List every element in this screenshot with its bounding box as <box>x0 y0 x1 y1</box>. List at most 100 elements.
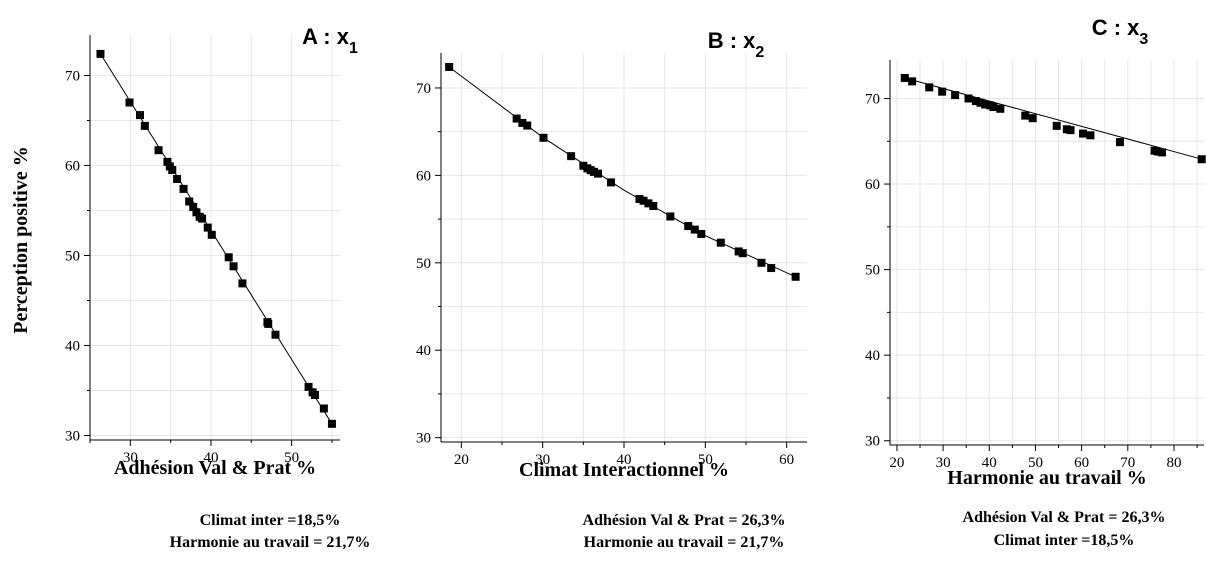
data-point <box>238 279 247 288</box>
y-tick-label: 60 <box>865 177 880 193</box>
data-point <box>1197 155 1206 164</box>
data-point <box>964 94 973 103</box>
data-point <box>606 178 615 187</box>
data-point <box>319 404 328 413</box>
x-tick-label: 70 <box>1120 455 1135 471</box>
data-point <box>666 212 675 221</box>
y-tick-label: 60 <box>416 168 431 184</box>
chart-panel-b: 20 30 40 50 60 30 40 50 60 70 B : x2 Climat Interac… <box>416 28 807 551</box>
x-tick-label: 30 <box>936 455 951 471</box>
y-tick-label: 50 <box>65 249 80 265</box>
fixed-variable-note: Adhésion Val & Prat = 26,3% <box>963 509 1166 526</box>
chart-panel-a: 30 40 50 30 40 50 60 70 A : x1 Adhésion Val & Pra… <box>65 24 370 551</box>
x-tick-label: 30 <box>123 450 138 466</box>
data-point <box>311 391 319 399</box>
data-point <box>185 197 194 206</box>
y-tick-label: 70 <box>416 81 431 97</box>
data-point <box>229 262 238 271</box>
y-tick-label: 50 <box>865 263 880 279</box>
fixed-variable-note: Adhésion Val & Prat = 26,3% <box>583 512 786 529</box>
data-point <box>639 196 648 205</box>
data-point <box>192 208 201 217</box>
data-point <box>1052 121 1061 130</box>
data-point <box>271 330 280 339</box>
data-point <box>1153 147 1162 156</box>
data-point <box>445 62 454 71</box>
panel-title-subscript: 2 <box>755 44 764 61</box>
data-point <box>976 98 985 107</box>
data-point <box>173 175 182 183</box>
data-point <box>589 167 598 176</box>
data-point <box>179 184 188 193</box>
data-point <box>567 152 576 161</box>
x-tick-label: 40 <box>617 452 632 468</box>
data-point <box>951 91 960 100</box>
data-point <box>1066 126 1075 135</box>
data-point <box>203 223 212 232</box>
data-point <box>154 146 163 155</box>
data-point <box>579 161 588 170</box>
panel-title: C : x3 <box>1092 15 1149 48</box>
data-point <box>900 73 909 82</box>
data-point <box>690 225 699 234</box>
data-point <box>757 258 766 267</box>
x-tick-label: 80 <box>1166 455 1181 471</box>
y-tick-label: 40 <box>865 348 880 364</box>
y-tick-label: 70 <box>65 69 80 85</box>
data-point <box>327 419 336 428</box>
y-tick-label: 30 <box>65 429 80 445</box>
data-point <box>635 194 644 203</box>
panel-title-subscript: 1 <box>349 40 358 57</box>
fixed-variable-note: Climat inter =18,5% <box>994 532 1135 549</box>
y-axis-label: Perception positive % <box>10 146 32 333</box>
data-point <box>1021 111 1030 120</box>
data-point <box>512 114 521 123</box>
data-point <box>207 230 216 239</box>
x-axis-label: Climat Interactionnel % <box>519 459 729 481</box>
data-point <box>716 238 725 247</box>
data-point <box>996 104 1005 113</box>
data-point <box>649 201 658 210</box>
data-point <box>163 157 172 166</box>
data-point <box>96 49 105 58</box>
data-point <box>168 166 177 174</box>
x-tick-label: 40 <box>982 455 997 471</box>
data-point <box>189 202 198 211</box>
data-point <box>791 272 800 281</box>
panel-title: B : x2 <box>708 28 765 61</box>
data-point <box>224 253 233 262</box>
y-tick-label: 60 <box>65 159 80 175</box>
data-point <box>1157 148 1166 157</box>
x-tick-label: 60 <box>779 452 794 468</box>
panel-title-subscript: 3 <box>1139 31 1148 48</box>
x-axis-label: Harmonie au travail % <box>947 467 1146 489</box>
y-tick-label: 30 <box>416 431 431 447</box>
x-tick-label: 40 <box>203 450 218 466</box>
data-point <box>198 214 207 223</box>
fixed-variable-note: Harmonie au travail = 21,7% <box>170 534 371 551</box>
data-point <box>767 264 776 273</box>
fit-line <box>448 66 796 278</box>
data-point <box>734 247 743 256</box>
y-tick-label: 50 <box>416 256 431 272</box>
data-point <box>971 97 980 106</box>
data-point <box>1079 129 1088 138</box>
x-tick-label: 30 <box>535 452 550 468</box>
data-point <box>125 98 134 107</box>
chart-panel-c: 20 30 40 50 60 70 80 30 40 50 60 70 C : x3 Harmonie a… <box>865 15 1206 549</box>
x-axis-label: Adhésion Val & Prat % <box>114 457 316 479</box>
data-point <box>684 222 693 231</box>
data-point <box>938 87 947 96</box>
data-point <box>264 319 273 328</box>
data-point <box>523 121 532 130</box>
data-point <box>908 77 917 86</box>
data-point <box>981 100 990 109</box>
data-point <box>539 133 548 142</box>
data-point <box>1028 114 1037 123</box>
y-tick-label: 70 <box>865 92 880 108</box>
y-tick-label: 40 <box>416 343 431 359</box>
data-point <box>644 199 653 208</box>
fixed-variable-note: Harmonie au travail = 21,7% <box>584 534 785 551</box>
y-tick-label: 30 <box>865 434 880 450</box>
